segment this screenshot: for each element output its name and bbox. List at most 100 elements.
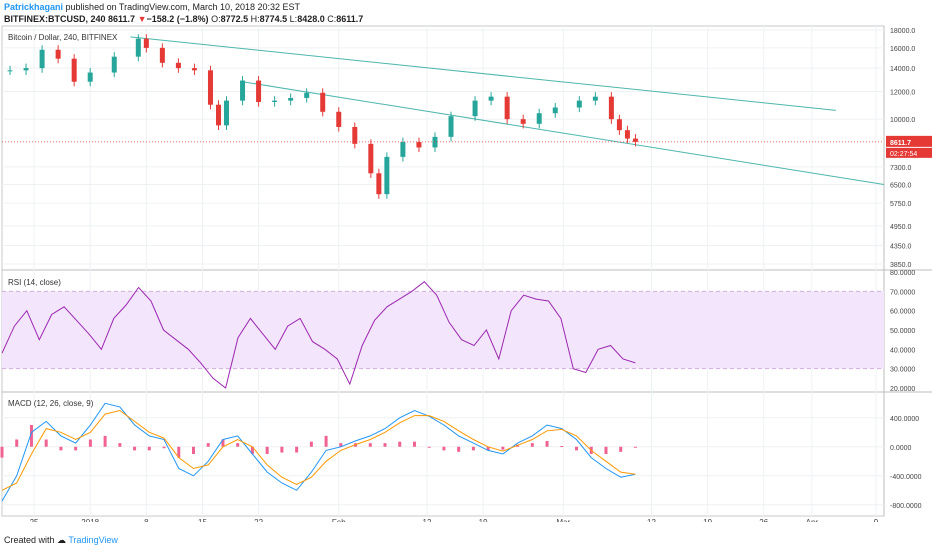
x-tick-label: 19 xyxy=(703,518,712,522)
price-pane[interactable]: 18000.0 16000.0 14000.0 12000.0 10000.0 7300.… xyxy=(2,28,932,269)
candle-body xyxy=(224,100,230,126)
macd-line xyxy=(1,402,636,502)
candle-body xyxy=(616,119,622,131)
macd-histogram-bar xyxy=(192,446,196,454)
macd-histogram-bar xyxy=(15,439,19,447)
macd-histogram-bar xyxy=(324,435,328,447)
candle-body xyxy=(352,126,358,144)
candle-body xyxy=(55,49,61,59)
candle-body xyxy=(632,138,638,142)
macd-histogram-bar xyxy=(162,446,166,449)
rsi-band xyxy=(2,291,884,369)
macd-histogram-bar xyxy=(560,446,564,448)
macd-histogram-bar xyxy=(0,446,4,458)
y-tick-label: 400.0000 xyxy=(890,416,919,423)
macd-histogram-bar xyxy=(619,446,623,452)
candle-body xyxy=(23,68,29,71)
candle-body xyxy=(416,142,422,148)
candle-body xyxy=(288,97,294,101)
macd-histogram-bar xyxy=(383,443,387,447)
macd-histogram-bar xyxy=(103,435,107,447)
chart-border xyxy=(1,25,885,517)
macd-histogram-bar xyxy=(442,446,446,451)
x-tick-label: 9 xyxy=(874,518,879,522)
candle-body xyxy=(384,156,390,195)
macd-histogram-bar xyxy=(44,439,48,447)
macd-histogram-bar xyxy=(295,446,299,453)
low-value: 8428.0 xyxy=(297,14,325,24)
macd-histogram-bar xyxy=(236,443,240,447)
macd-histogram-bar xyxy=(501,446,505,450)
open-value: 8772.5 xyxy=(220,14,249,24)
price-pane-title: Bitcoin / Dollar, 240, BITFINEX xyxy=(8,33,118,42)
open-label: O: xyxy=(211,14,221,24)
chart-frame xyxy=(1,25,932,517)
macd-histogram-bar xyxy=(545,440,549,447)
macd-histogram-bar xyxy=(633,446,637,448)
low-label: L: xyxy=(289,14,298,24)
candle-body xyxy=(304,92,310,98)
x-tick-label: Apr xyxy=(806,518,819,522)
y-tick-label: -400.0000 xyxy=(890,474,922,481)
macd-pane[interactable]: 400.0000 0.0000 -400.0000 -800.0000 xyxy=(0,402,922,510)
candle-body xyxy=(175,62,181,69)
candle-body xyxy=(504,96,510,120)
time-axis[interactable]: 25 2018 8 15 22 Feb 12 19 Mar 12 19 26 Apr 9 xyxy=(30,518,879,522)
countdown-badge xyxy=(886,147,932,158)
rsi-pane-title: RSI (14, close) xyxy=(8,278,61,287)
high-label: H: xyxy=(250,14,260,24)
signal-line xyxy=(1,409,636,491)
candle-body xyxy=(536,113,542,124)
candle-body xyxy=(592,96,598,101)
publish-text: published on TradingView.com, March 10, … xyxy=(65,2,301,12)
rsi-line xyxy=(1,281,636,389)
created-with-text: Created with xyxy=(4,535,55,545)
y-tick-label: -800.0000 xyxy=(890,503,922,510)
macd-histogram-bar xyxy=(177,446,181,458)
macd-histogram-bar xyxy=(427,446,431,448)
macd-histogram-bar xyxy=(147,446,151,451)
x-tick-label: 25 xyxy=(30,518,39,522)
y-tick-label: 50.0000 xyxy=(890,328,915,335)
x-tick-label: 22 xyxy=(254,518,263,522)
candle-body xyxy=(488,96,494,101)
rsi-pane[interactable]: 80.0000 70.0000 60.0000 50.0000 40.0000 30.00… xyxy=(1,270,915,393)
candle-body xyxy=(320,92,326,112)
candle-body xyxy=(376,173,382,195)
trendline xyxy=(130,36,836,111)
x-tick-label: 12 xyxy=(423,518,432,522)
candle-body xyxy=(368,143,374,174)
y-tick-label: 18000.0 xyxy=(890,28,915,35)
candle-body xyxy=(520,119,526,124)
macd-histogram-bar xyxy=(530,443,534,447)
candle-body xyxy=(256,80,262,102)
y-tick-label: 14000.0 xyxy=(890,66,915,73)
macd-pane-title: MACD (12, 26, close, 9) xyxy=(8,399,94,408)
candle-body xyxy=(87,72,93,82)
macd-histogram-bar xyxy=(133,446,137,451)
macd-histogram-bar xyxy=(88,439,92,447)
publish-info: Patrickhagani published on TradingView.c… xyxy=(4,2,300,13)
tradingview-brand-link[interactable]: TradingView xyxy=(68,535,118,545)
y-tick-label: 16000.0 xyxy=(890,46,915,53)
macd-histogram-bar xyxy=(280,446,284,453)
candle-body xyxy=(7,70,13,72)
symbol-info: BITFINEX:BTCUSD, 240 8611.7 ▼−158.2 (−1.… xyxy=(4,14,363,25)
macd-histogram-bar xyxy=(265,446,269,454)
macd-histogram-bar xyxy=(74,446,78,451)
x-tick-label: 2018 xyxy=(81,518,99,522)
macd-histogram-bar xyxy=(575,446,579,451)
y-tick-label: 40.0000 xyxy=(890,347,915,354)
macd-histogram-bar xyxy=(604,446,608,454)
candle-body xyxy=(336,111,342,127)
trading-chart[interactable]: 18000.0 16000.0 14000.0 12000.0 10000.0 7300.… xyxy=(0,0,932,522)
author-link[interactable]: Patrickhagani xyxy=(4,2,64,12)
x-tick-label: 8 xyxy=(144,518,149,522)
y-tick-label: 5750.0 xyxy=(890,201,912,208)
macd-histogram-bar xyxy=(29,425,33,447)
macd-histogram-bar xyxy=(412,441,416,447)
y-tick-label: 70.0000 xyxy=(890,289,915,296)
candle-body xyxy=(240,80,246,101)
macd-histogram-bar xyxy=(309,441,313,447)
last-price-badge xyxy=(886,135,932,147)
